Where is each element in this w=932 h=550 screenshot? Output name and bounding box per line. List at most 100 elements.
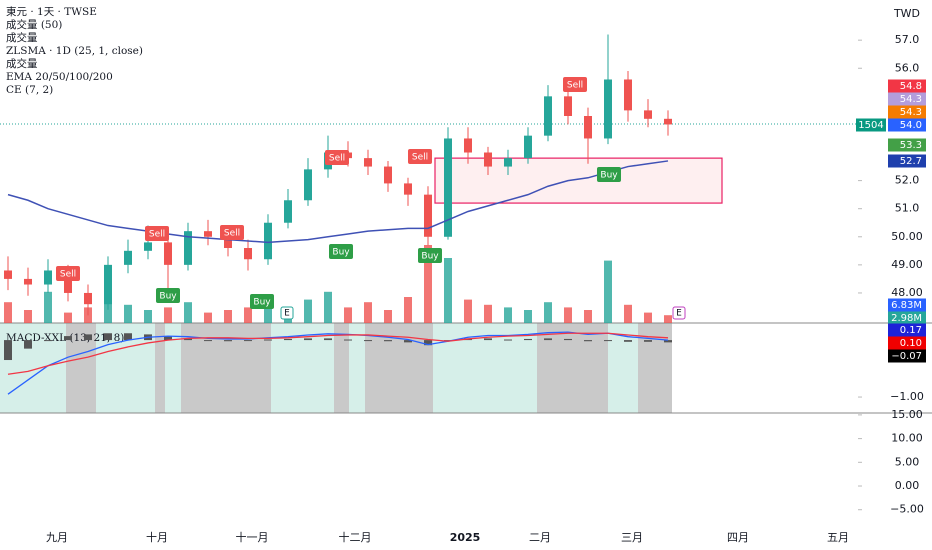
candle-body bbox=[4, 270, 12, 279]
signal-badge bbox=[220, 225, 244, 240]
volume-bar bbox=[624, 304, 632, 323]
legend-line: 東元 · 1天 · TWSE bbox=[6, 5, 97, 18]
candle-body bbox=[204, 231, 212, 237]
macd-histogram bbox=[244, 340, 252, 342]
macd-histogram bbox=[604, 340, 612, 342]
volume-bar bbox=[324, 291, 332, 323]
candle-body bbox=[444, 138, 452, 237]
candle-body bbox=[164, 242, 172, 265]
y-tick-label: −1.00 bbox=[890, 390, 924, 403]
zone bbox=[434, 157, 723, 204]
ema-line bbox=[7, 160, 669, 244]
signal-badge bbox=[563, 77, 587, 92]
candle-body bbox=[364, 158, 372, 167]
candle-body bbox=[304, 169, 312, 201]
candle-body bbox=[604, 79, 612, 139]
macd-histogram bbox=[44, 340, 52, 342]
signal-label: Buy bbox=[421, 252, 439, 262]
price-badge bbox=[888, 336, 926, 350]
y-tick-label: 56.0 bbox=[895, 61, 920, 74]
candle-body bbox=[584, 115, 592, 139]
x-tick-label: 五月 bbox=[827, 531, 849, 544]
macd-histogram bbox=[104, 333, 112, 341]
candle-body bbox=[124, 250, 132, 265]
candle-body bbox=[184, 231, 192, 265]
volume-bar bbox=[24, 310, 32, 323]
candle-body bbox=[64, 270, 72, 293]
candle-body bbox=[244, 248, 252, 260]
signal-badge bbox=[325, 150, 349, 165]
price-badge bbox=[888, 298, 926, 312]
y-tick-label: 5.00 bbox=[895, 455, 920, 468]
y-tick-label: 15.00 bbox=[891, 408, 923, 421]
macd-histogram bbox=[64, 336, 72, 341]
legend-line: CE (7, 2) bbox=[6, 84, 53, 96]
macd-histogram bbox=[664, 340, 672, 343]
countdown-badge bbox=[856, 118, 886, 132]
y-tick-label: 48.00 bbox=[891, 286, 923, 299]
volume-bar bbox=[404, 297, 412, 323]
candle-body bbox=[24, 278, 32, 285]
price-badge bbox=[888, 105, 926, 119]
price-badge-label: 2.98M bbox=[891, 313, 922, 324]
volume-bar bbox=[104, 299, 112, 323]
candle-body bbox=[84, 292, 92, 305]
volume-bar bbox=[564, 307, 572, 323]
event-label: E bbox=[284, 309, 290, 319]
signal-label: Sell bbox=[60, 270, 76, 280]
y-tick-label: 57.0 bbox=[895, 33, 920, 46]
y-tick-label: 50.00 bbox=[891, 230, 923, 243]
signal-label: Buy bbox=[253, 298, 271, 308]
x-tick-label: 十月 bbox=[146, 530, 168, 544]
event-marker bbox=[280, 306, 294, 320]
price-badge-label: 53.3 bbox=[900, 140, 922, 151]
volume-bar bbox=[384, 310, 392, 323]
price-badge bbox=[888, 92, 926, 106]
y-tick-label: 49.00 bbox=[891, 258, 923, 271]
volume-bar bbox=[364, 302, 372, 323]
volume-bar bbox=[524, 310, 532, 323]
candle-body bbox=[464, 138, 472, 153]
macd-histogram bbox=[224, 340, 232, 342]
volume-bar bbox=[184, 302, 192, 323]
x-tick-label: 四月 bbox=[727, 531, 749, 544]
volume-bar bbox=[604, 260, 612, 323]
x-tick-label: 二月 bbox=[529, 531, 551, 544]
countdown-label: 1504 bbox=[858, 120, 883, 131]
price-badge bbox=[888, 311, 926, 325]
signal-badge bbox=[597, 167, 621, 182]
macd-histogram bbox=[324, 338, 332, 341]
price-badge-label: 54.8 bbox=[900, 81, 922, 92]
signal-label: Sell bbox=[567, 81, 583, 91]
volume-bar bbox=[504, 307, 512, 323]
macd-histogram bbox=[584, 340, 592, 342]
price-badge-label: 0.10 bbox=[900, 338, 922, 349]
macd-histogram bbox=[564, 338, 572, 341]
signal-badge bbox=[250, 294, 274, 309]
volume-bar bbox=[144, 310, 152, 323]
macd-histogram bbox=[524, 338, 532, 341]
signal-badge bbox=[56, 266, 80, 281]
macd-histogram bbox=[404, 340, 412, 343]
volume-bar bbox=[224, 310, 232, 323]
y-tick-label: 52.0 bbox=[895, 174, 920, 187]
y-tick-label: 10.00 bbox=[891, 432, 923, 445]
macd-histogram bbox=[504, 339, 512, 341]
price-badge bbox=[888, 118, 926, 132]
candle-body bbox=[104, 264, 112, 305]
price-badge bbox=[888, 138, 926, 152]
candle-body bbox=[644, 110, 652, 119]
legend-line: 成交量 (50) bbox=[6, 18, 62, 31]
volume-bar bbox=[304, 299, 312, 323]
signal-label: Sell bbox=[224, 229, 240, 239]
signal-label: Sell bbox=[149, 230, 165, 240]
candle-body bbox=[144, 242, 152, 251]
candle-body bbox=[424, 194, 432, 237]
signal-badge bbox=[145, 226, 169, 241]
price-badge-label: 54.0 bbox=[900, 120, 922, 131]
price-badge-label: 54.3 bbox=[900, 107, 922, 118]
signal-label: Sell bbox=[412, 153, 428, 163]
macd-histogram bbox=[284, 338, 292, 341]
volume-bar bbox=[464, 299, 472, 323]
